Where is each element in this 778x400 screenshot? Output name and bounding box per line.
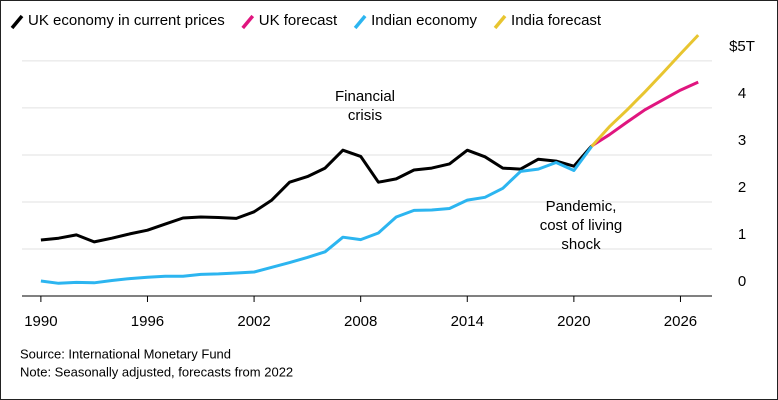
x-tick-label: 2026 <box>664 313 697 330</box>
series-line <box>40 145 593 285</box>
annotation: crisis <box>348 107 382 124</box>
x-tick-label: 1990 <box>24 313 57 330</box>
legend-marker <box>10 14 24 30</box>
legend-marker <box>493 14 507 30</box>
y-tick-label: 3 <box>738 132 746 149</box>
legend: UK economy in current prices UK forecast I… <box>10 12 602 30</box>
note: Note: Seasonally adjusted, forecasts fro… <box>20 364 293 379</box>
x-tick-label: 2020 <box>557 313 590 330</box>
y-tick-label: 4 <box>738 85 746 102</box>
legend-label: India forecast <box>511 12 602 29</box>
x-tick-label: 2008 <box>344 313 377 330</box>
annotation: shock <box>561 236 601 253</box>
y-tick-label: 2 <box>738 179 746 196</box>
legend-marker <box>241 14 255 30</box>
legend-marker <box>353 14 367 30</box>
source: Source: International Monetary Fund <box>20 346 231 361</box>
y-tick-label: 0 <box>738 273 746 290</box>
series-line <box>40 145 593 244</box>
y-tick-label: 1 <box>738 226 746 243</box>
series-line <box>590 34 700 148</box>
series-line <box>590 80 699 148</box>
annotation: Financial <box>335 88 395 105</box>
legend-label: UK economy in current prices <box>28 12 225 29</box>
legend-label: Indian economy <box>371 12 477 29</box>
y-tick-label: $5T <box>729 38 755 55</box>
legend-label: UK forecast <box>259 12 338 29</box>
x-tick-label: 1996 <box>131 313 164 330</box>
annotation: Pandemic, <box>546 198 617 215</box>
x-tick-label: 2002 <box>237 313 270 330</box>
x-tick-label: 2014 <box>451 313 484 330</box>
annotation: cost of living <box>540 217 623 234</box>
